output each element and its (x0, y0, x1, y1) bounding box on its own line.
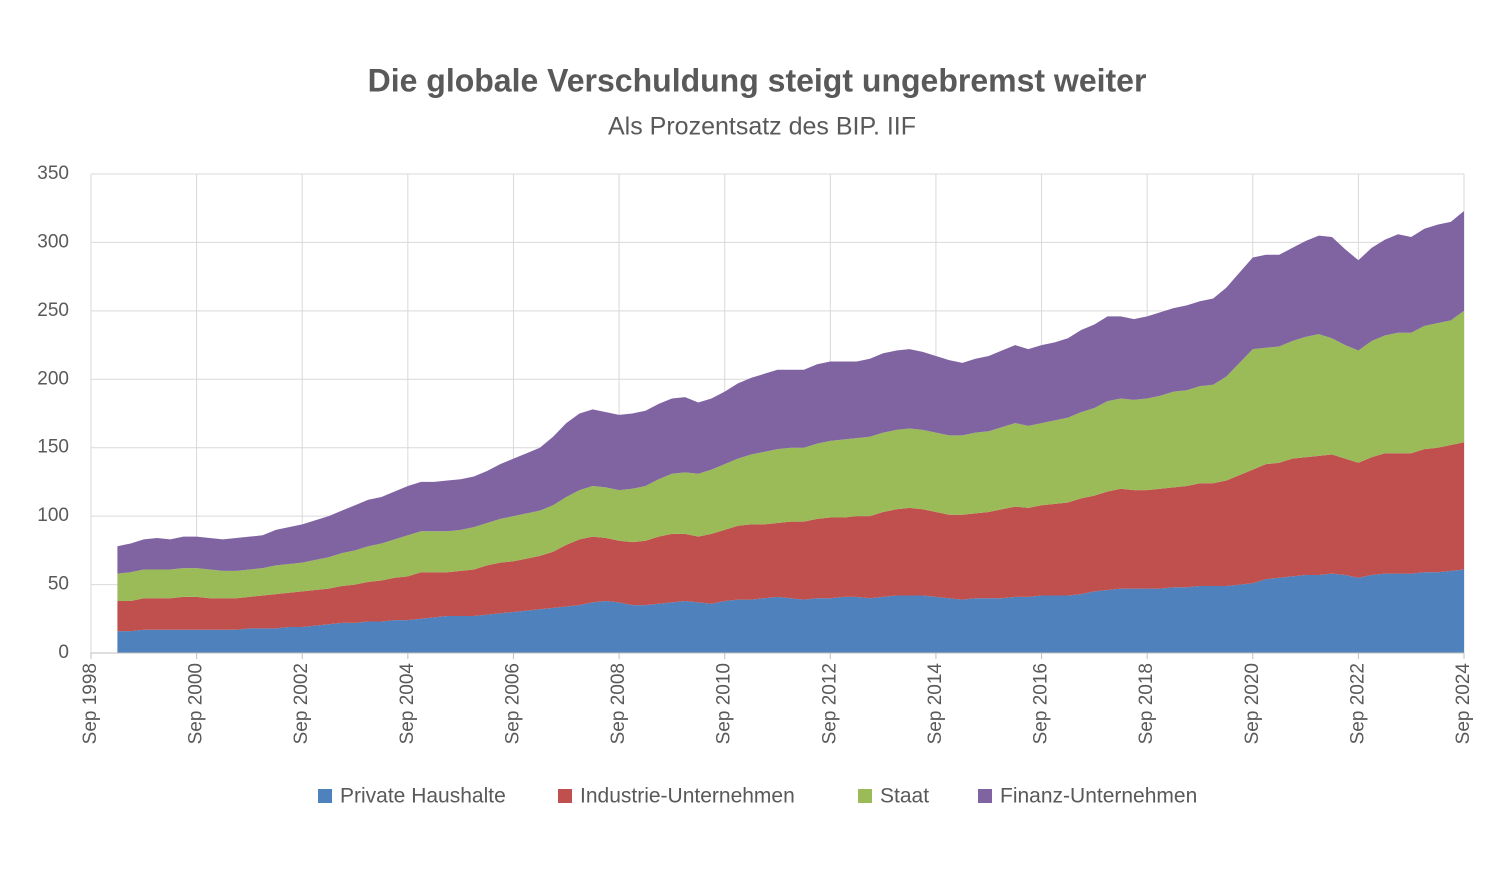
legend-swatch (858, 789, 872, 803)
y-tick-label: 300 (37, 231, 69, 252)
x-tick-label: Sep 2008 (608, 663, 629, 744)
x-tick-label: Sep 1998 (80, 663, 101, 744)
x-tick-label: Sep 2010 (714, 663, 735, 744)
y-tick-label: 200 (37, 368, 69, 389)
y-tick-label: 50 (48, 574, 69, 595)
x-tick-label: Sep 2016 (1031, 663, 1052, 744)
x-tick-label: Sep 2006 (502, 663, 523, 744)
area (117, 569, 1465, 653)
x-tick-label: Sep 2022 (1347, 663, 1368, 744)
legend-label: Private Haushalte (340, 785, 506, 808)
y-tick-label: 100 (37, 505, 69, 526)
legend-label: Staat (880, 785, 929, 808)
legend-swatch (558, 789, 572, 803)
x-tick-label: Sep 2024 (1453, 663, 1474, 745)
x-tick-label: Sep 2020 (1242, 663, 1263, 744)
legend-swatch (978, 789, 992, 803)
area (117, 310, 1465, 601)
x-tick-label: Sep 2002 (291, 663, 312, 744)
legend-label: Industrie-Unternehmen (580, 785, 795, 808)
legend-label: Finanz-Unternehmen (1000, 785, 1197, 808)
chart-subtitle: Als Prozentsatz des BIP. IIF (608, 113, 916, 141)
x-tick-label: Sep 2014 (925, 663, 946, 745)
chart-title: Die globale Verschuldung steigt ungebrem… (368, 62, 1147, 98)
legend-swatch (318, 789, 332, 803)
x-tick-label: Sep 2004 (397, 663, 418, 745)
y-tick-label: 250 (37, 300, 69, 321)
x-tick-label: Sep 2018 (1136, 663, 1157, 744)
x-tick-label: Sep 2012 (819, 663, 840, 744)
area (117, 210, 1465, 574)
y-tick-label: 150 (37, 437, 69, 458)
x-tick-label: Sep 2000 (186, 663, 207, 744)
y-tick-label: 0 (58, 642, 69, 663)
y-tick-label: 350 (37, 163, 69, 184)
area (117, 442, 1465, 632)
